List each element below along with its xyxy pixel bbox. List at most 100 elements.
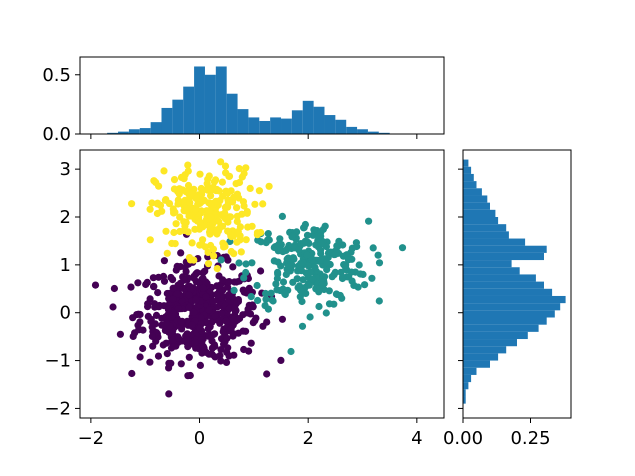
right-histogram-bar — [463, 367, 477, 375]
scatter-point — [208, 344, 216, 352]
scatter-point — [213, 291, 222, 299]
scatter-point — [169, 284, 177, 292]
top-histogram-bar — [128, 129, 140, 134]
right-histogram-bar — [463, 331, 528, 340]
scatter-point — [375, 259, 384, 267]
right-histogram-bar — [463, 274, 536, 282]
scatter-point — [289, 254, 297, 262]
scatter-point — [247, 339, 255, 347]
scatter-point — [136, 353, 144, 361]
scatter-point — [160, 277, 169, 285]
scatter-point — [236, 223, 244, 231]
scatter-point — [185, 353, 193, 361]
scatter-point — [184, 372, 192, 380]
right-histogram-bar — [463, 181, 477, 189]
scatter-point — [208, 350, 216, 358]
scatter-point — [309, 231, 317, 239]
scatter-series-3 — [128, 158, 273, 273]
scatter-point — [148, 323, 156, 331]
scatter-point — [154, 199, 162, 207]
scatter-point — [211, 312, 219, 320]
scatter-point — [127, 283, 135, 291]
scatter-point — [276, 235, 284, 243]
scatter-point — [227, 325, 235, 333]
scatter-point — [191, 206, 200, 214]
scatter-point — [225, 304, 233, 313]
scatter-point — [185, 291, 193, 299]
scatter-point — [204, 260, 213, 268]
scatter-point — [167, 273, 175, 282]
scatter-point — [285, 263, 293, 271]
scatter-point — [281, 289, 289, 298]
scatter-point — [249, 303, 257, 311]
scatter-point — [158, 207, 166, 215]
right-histogram-bar — [463, 374, 472, 383]
scatter-point — [265, 182, 273, 190]
top-histogram-bar — [357, 129, 368, 134]
scatter-point — [328, 273, 336, 281]
scatter-point — [192, 194, 200, 203]
top-histogram-bar — [139, 128, 151, 134]
scatter-point — [309, 275, 317, 283]
scatter-point — [217, 256, 225, 264]
top-histogram-bar — [302, 100, 314, 134]
scatter-point — [333, 243, 342, 251]
scatter-point — [162, 319, 171, 327]
scatter-point — [222, 317, 230, 325]
scatter-point — [169, 295, 177, 303]
scatter-point — [267, 289, 275, 297]
scatter-x-tick-label: 0 — [194, 428, 205, 449]
right-histogram-bar — [463, 360, 490, 368]
top-histogram-frame — [79, 56, 445, 135]
scatter-point — [205, 207, 213, 215]
scatter-point — [264, 230, 272, 238]
scatter-point — [295, 246, 303, 254]
scatter-point — [259, 200, 267, 208]
scatter-point — [312, 241, 320, 249]
right-histogram-bar — [463, 339, 517, 347]
scatter-point — [205, 306, 213, 314]
scatter-point — [109, 303, 117, 311]
scatter-point — [204, 186, 212, 194]
scatter-point — [150, 282, 158, 290]
scatter-point — [129, 314, 137, 322]
scatter-point — [288, 233, 296, 241]
scatter-point — [335, 237, 343, 245]
scatter-x-tick-label: 2 — [302, 428, 313, 449]
right-histogram-bar — [463, 159, 469, 167]
top-histogram-bar — [204, 74, 216, 134]
scatter-point — [191, 225, 199, 233]
scatter-point — [361, 281, 369, 289]
scatter-point — [163, 350, 171, 358]
scatter-point — [368, 274, 376, 282]
right-histogram-bar — [463, 195, 488, 203]
top-histogram: 0.0 0.5 — [42, 56, 445, 145]
scatter-point — [255, 187, 263, 195]
scatter-point — [352, 239, 360, 247]
top-histogram-bar — [367, 131, 379, 134]
scatter-point — [270, 257, 278, 265]
scatter-point — [192, 296, 200, 304]
scatter-point — [170, 176, 179, 184]
right-histogram-bar — [463, 389, 466, 397]
right-histogram-bar — [463, 245, 547, 253]
scatter-point — [242, 260, 250, 268]
scatter-point — [160, 167, 168, 175]
scatter-point — [150, 177, 158, 185]
right-histogram-bar — [463, 267, 520, 275]
scatter-point — [243, 209, 251, 217]
scatter-point — [242, 268, 250, 277]
scatter-point — [182, 336, 190, 344]
scatter-point — [224, 278, 232, 286]
scatter-point — [186, 198, 194, 207]
top-histogram-bar — [335, 119, 347, 134]
scatter-point — [248, 259, 256, 267]
scatter-point — [218, 309, 226, 317]
scatter-point — [134, 279, 142, 287]
scatter-point — [188, 190, 196, 198]
scatter-point — [146, 236, 154, 244]
top-histogram-bar — [107, 132, 119, 134]
right-histogram-bar — [463, 209, 496, 217]
scatter-point — [143, 278, 151, 286]
scatter-point — [180, 175, 188, 183]
